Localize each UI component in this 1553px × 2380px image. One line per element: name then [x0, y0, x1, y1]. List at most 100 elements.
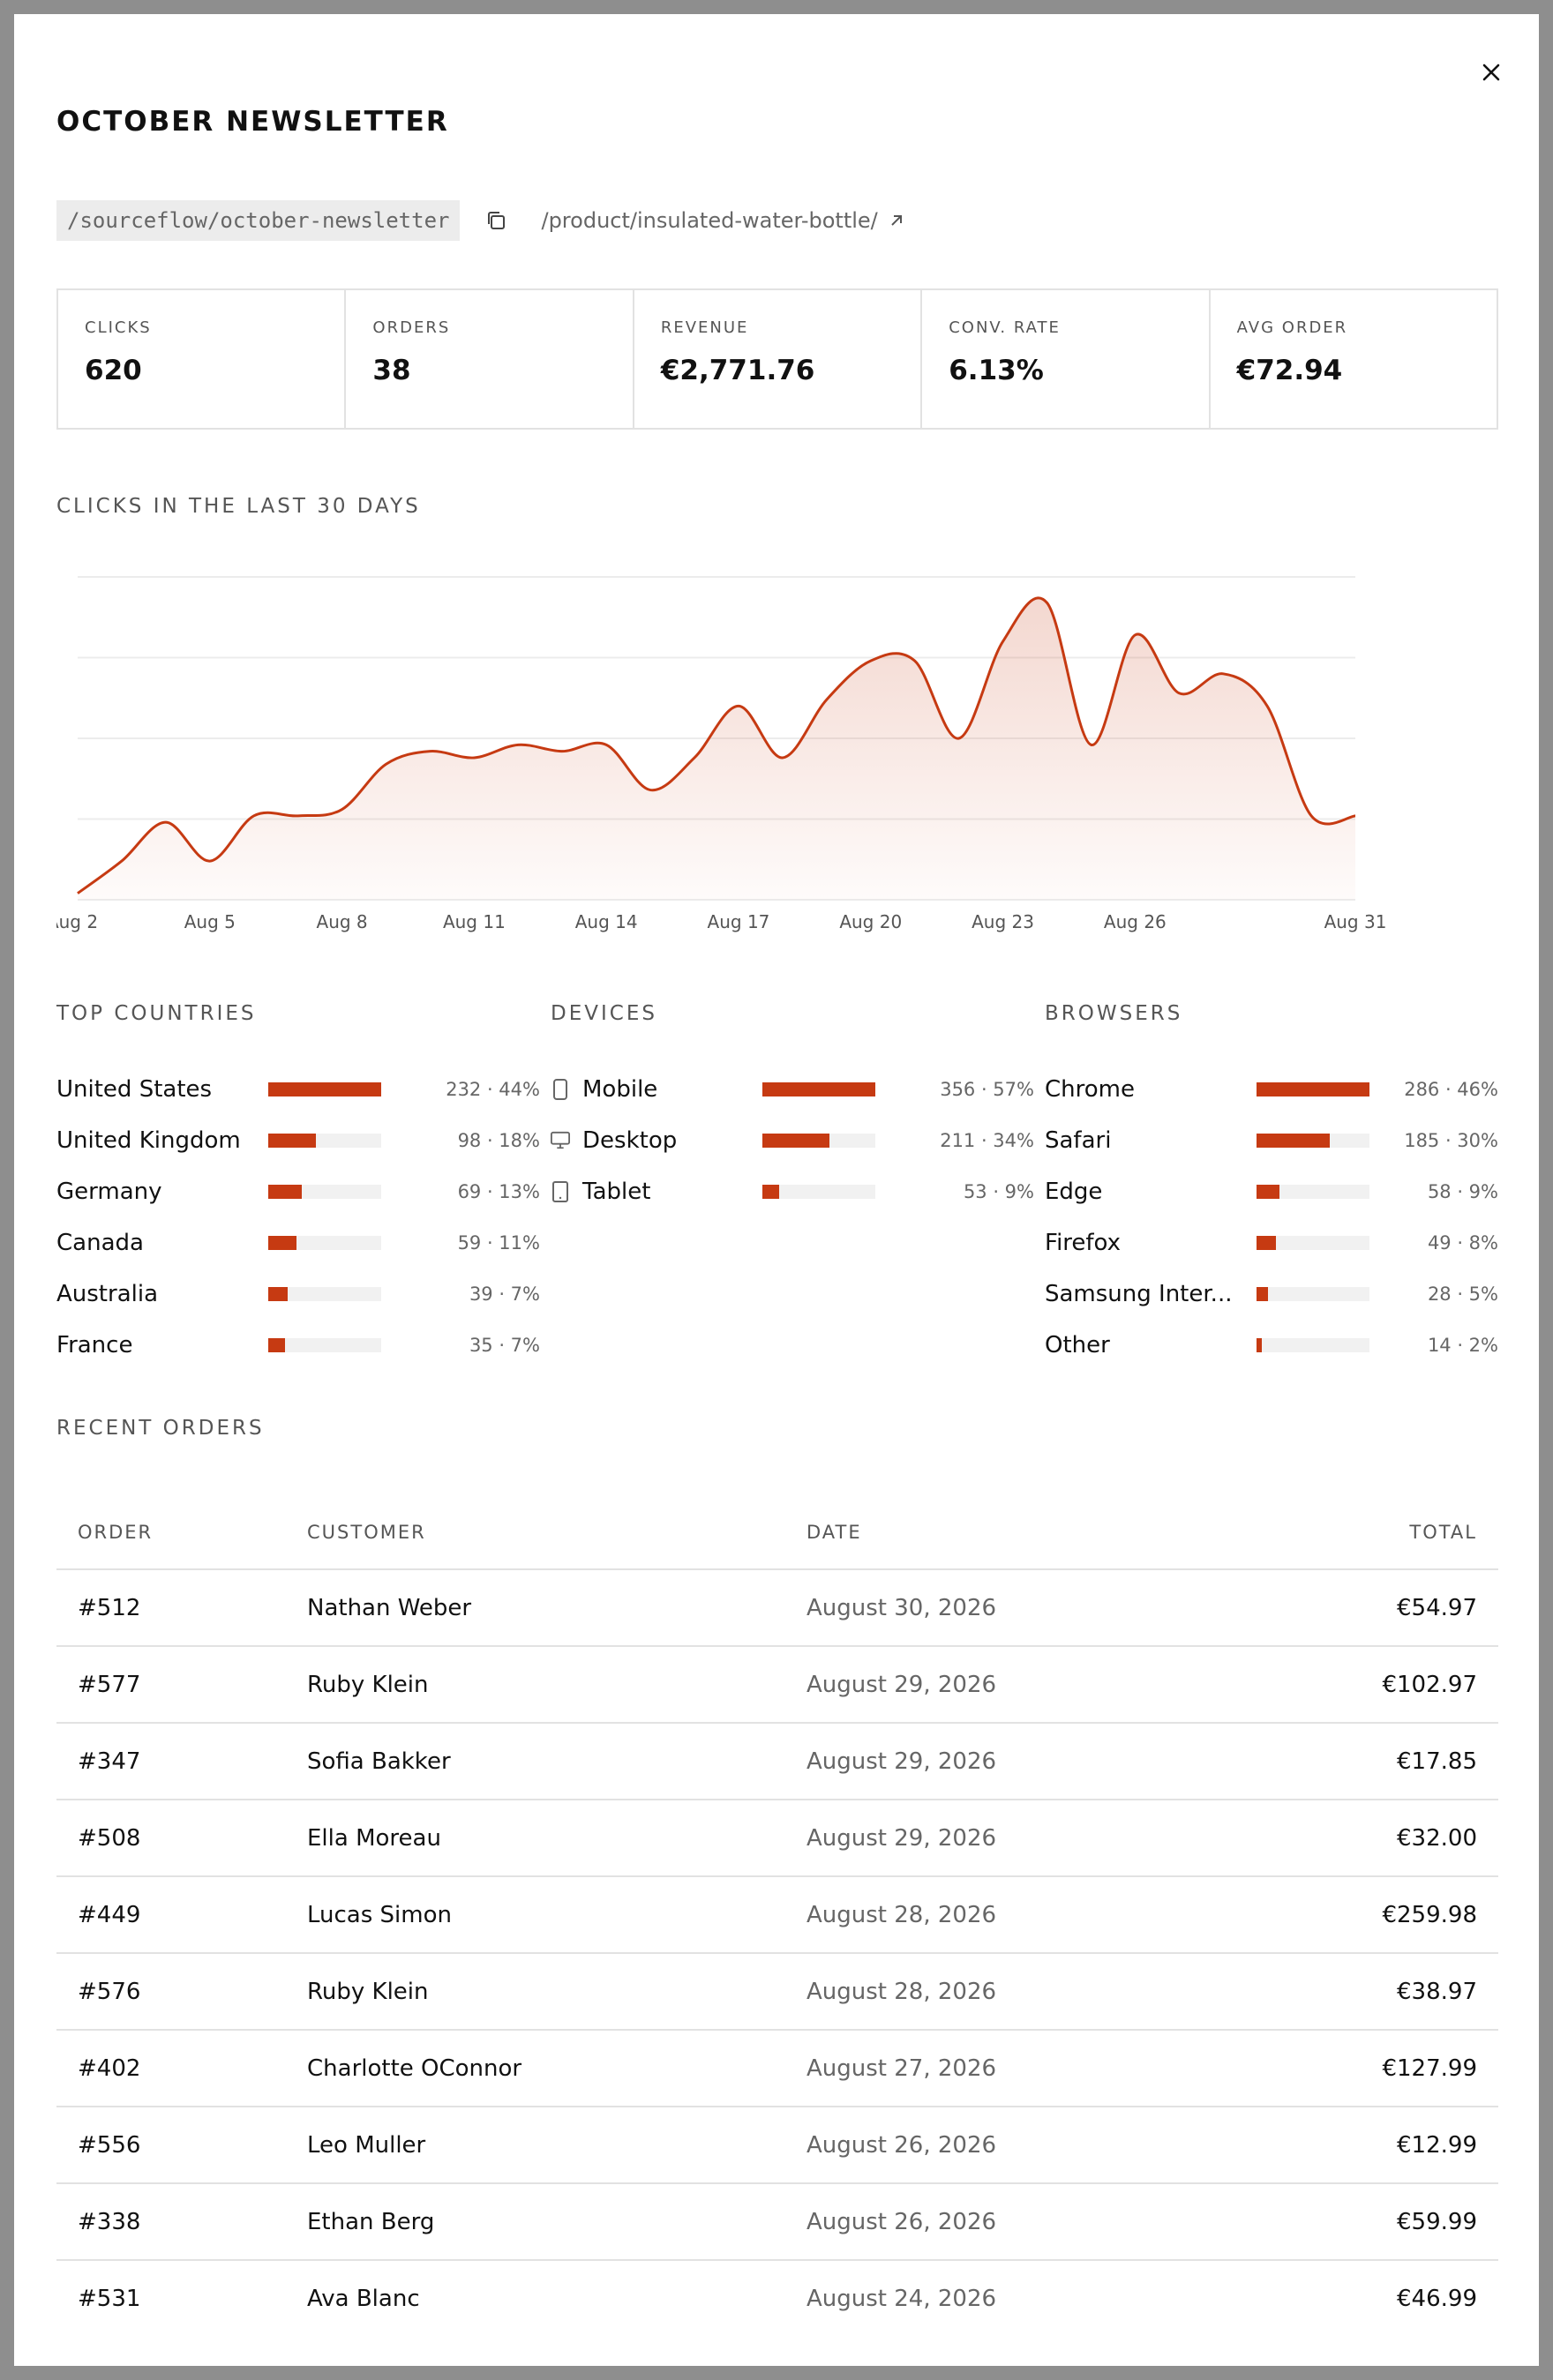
x-tick-label: Aug 17: [708, 911, 770, 932]
device-label: Tablet: [551, 1179, 762, 1205]
bar-fill: [1257, 1082, 1369, 1096]
country-bar: [268, 1338, 381, 1352]
country-value: 59 · 11%: [457, 1232, 540, 1254]
stat-orders: ORDERS 38: [346, 290, 634, 428]
country-name: France: [56, 1332, 133, 1358]
bar-fill: [1257, 1134, 1331, 1148]
table-row[interactable]: #402 Charlotte OConnor August 27, 2026 €…: [56, 2030, 1498, 2107]
order-customer: Charlotte OConnor: [307, 2030, 807, 2107]
order-date: August 29, 2026: [807, 1723, 1336, 1800]
order-id: #531: [78, 2285, 141, 2312]
data-point: [780, 755, 785, 760]
data-point: [1309, 813, 1314, 819]
browser-value: 286 · 46%: [1404, 1079, 1498, 1100]
bar-fill: [268, 1134, 316, 1148]
clicks-chart: Aug 2 Aug 5 Aug 8 Aug 11 Aug 14 Aug 17 Aug 20 A…: [47, 543, 1415, 940]
target-url-link[interactable]: /product/insulated-water-bottle/: [541, 208, 904, 233]
copy-button[interactable]: [481, 206, 511, 236]
device-bar: [762, 1082, 875, 1096]
device-value: 356 · 57%: [940, 1079, 1034, 1100]
browser-bar: [1257, 1082, 1369, 1096]
order-total: €59.99: [1336, 2183, 1498, 2261]
external-link-icon: [891, 215, 902, 226]
data-point: [427, 749, 432, 754]
data-point: [1264, 703, 1270, 708]
browser-bar: [1257, 1185, 1369, 1199]
top-countries: United States 232 · 44% United Kingdom 9…: [56, 1064, 540, 1371]
data-point: [384, 761, 389, 767]
browser-bar: [1257, 1287, 1369, 1301]
device-label: Mobile: [551, 1076, 762, 1103]
order-customer: Sofia Bakker: [307, 1723, 807, 1800]
order-date: August 24, 2026: [807, 2285, 997, 2312]
close-button[interactable]: [1474, 55, 1509, 90]
data-point: [1132, 632, 1137, 638]
bar-fill: [268, 1082, 381, 1096]
order-customer: Ava Blanc: [307, 2285, 420, 2312]
bar-fill: [1257, 1287, 1268, 1301]
stats-bar: CLICKS 620 ORDERS 38 REVENUE €2,771.76 C…: [56, 288, 1498, 430]
bar-fill: [1257, 1236, 1276, 1250]
close-icon: [1482, 64, 1500, 81]
device-value: 53 · 9%: [963, 1181, 1034, 1202]
browsers: Chrome 286 · 46% Safari 185 · 30% Edge 5…: [1045, 1064, 1498, 1371]
short-link-slug: /sourceflow/october-newsletter: [56, 200, 461, 241]
data-point: [75, 891, 80, 896]
list-item: Safari 185 · 30%: [1045, 1115, 1498, 1166]
order-customer: Nathan Weber: [307, 1569, 807, 1647]
table-row[interactable]: #449 Lucas Simon August 28, 2026 €259.98: [56, 1876, 1498, 1954]
mobile-icon: [551, 1079, 570, 1100]
stat-label: ORDERS: [372, 318, 451, 337]
table-row[interactable]: #556 Leo Muller August 26, 2026 €12.99: [56, 2107, 1498, 2184]
link-details-modal: OCTOBER NEWSLETTER /sourceflow/october-n…: [14, 14, 1539, 2366]
country-value: 98 · 18%: [457, 1130, 540, 1151]
table-row[interactable]: #508 Ella Moreau August 29, 2026 €32.00: [56, 1800, 1498, 1877]
data-point: [736, 703, 741, 708]
table-row[interactable]: #512 Nathan Weber August 30, 2026 €54.97: [56, 1569, 1498, 1647]
browser-value: 185 · 30%: [1404, 1130, 1498, 1151]
table-row[interactable]: #531 Ava Blanc August 24, 2026 €46.99: [56, 2260, 1498, 2336]
table-header-row: ORDER CUSTOMER DATE TOTAL: [56, 1496, 1498, 1570]
table-row[interactable]: #347 Sofia Bakker August 29, 2026 €17.85: [56, 1723, 1498, 1800]
x-tick-label: Aug 23: [972, 911, 1034, 932]
device-name: Mobile: [582, 1076, 658, 1103]
bar-fill: [268, 1185, 303, 1199]
order-customer: Lucas Simon: [307, 1876, 807, 1954]
browsers-title: BROWSERS: [1045, 1002, 1183, 1025]
country-name: United Kingdom: [56, 1127, 241, 1154]
order-id: #347: [56, 1723, 307, 1800]
data-point: [1001, 639, 1006, 644]
list-item: Other 14 · 2%: [1045, 1320, 1498, 1371]
device-bar: [762, 1185, 875, 1199]
data-point: [957, 736, 962, 741]
browser-value: 49 · 8%: [1427, 1232, 1498, 1254]
order-date: August 26, 2026: [807, 2183, 1336, 2261]
desktop-icon: [551, 1130, 570, 1151]
order-total: €38.97: [1336, 1953, 1498, 2031]
country-name: Australia: [56, 1281, 159, 1307]
list-item: Australia 39 · 7%: [56, 1269, 540, 1320]
countries-title: TOP COUNTRIES: [56, 1002, 257, 1025]
table-row[interactable]: #338 Ethan Berg August 26, 2026 €59.99: [56, 2183, 1498, 2261]
list-item: Edge 58 · 9%: [1045, 1166, 1498, 1217]
order-date: August 28, 2026: [807, 1953, 1336, 2031]
data-point: [824, 697, 829, 702]
country-name: United States: [56, 1076, 213, 1103]
data-point: [515, 742, 521, 747]
table-row[interactable]: #576 Ruby Klein August 28, 2026 €38.97: [56, 1953, 1498, 2031]
browser-name: Other: [1045, 1332, 1110, 1358]
data-point: [1176, 691, 1182, 696]
data-point: [912, 658, 918, 663]
browser-value: 58 · 9%: [1427, 1181, 1498, 1202]
data-point: [163, 820, 169, 825]
data-point: [296, 813, 301, 819]
browser-value: 28 · 5%: [1427, 1284, 1498, 1305]
order-date: August 30, 2026: [807, 1569, 1336, 1647]
stat-label: CLICKS: [85, 318, 152, 337]
country-bar: [268, 1185, 381, 1199]
table-row[interactable]: #577 Ruby Klein August 29, 2026 €102.97: [56, 1646, 1498, 1724]
copy-icon: [488, 212, 506, 229]
list-item: Chrome 286 · 46%: [1045, 1064, 1498, 1115]
order-total: €102.97: [1336, 1646, 1498, 1724]
x-tick-label: Aug 14: [575, 911, 638, 932]
